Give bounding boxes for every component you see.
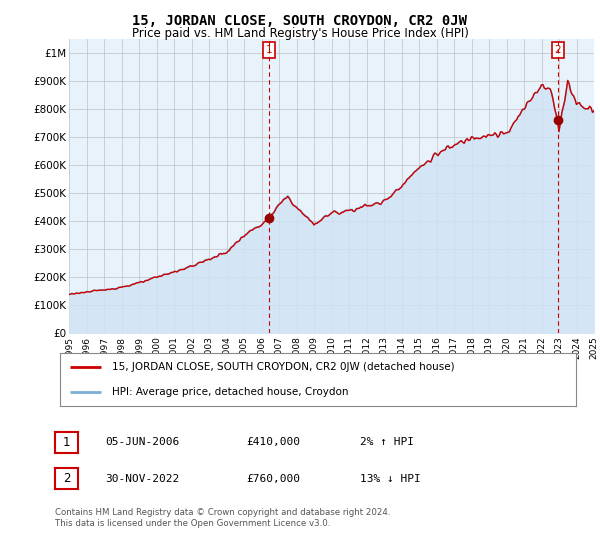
Text: 05-JUN-2006: 05-JUN-2006 [105, 437, 179, 447]
Text: Contains HM Land Registry data © Crown copyright and database right 2024.
This d: Contains HM Land Registry data © Crown c… [55, 508, 391, 528]
Text: 30-NOV-2022: 30-NOV-2022 [105, 474, 179, 484]
Text: 1: 1 [266, 45, 272, 55]
Text: 13% ↓ HPI: 13% ↓ HPI [360, 474, 421, 484]
Text: £410,000: £410,000 [246, 437, 300, 447]
Text: 2: 2 [554, 45, 561, 55]
Text: 1: 1 [63, 436, 70, 449]
Text: HPI: Average price, detached house, Croydon: HPI: Average price, detached house, Croy… [112, 386, 348, 396]
Text: 15, JORDAN CLOSE, SOUTH CROYDON, CR2 0JW (detached house): 15, JORDAN CLOSE, SOUTH CROYDON, CR2 0JW… [112, 362, 454, 372]
Text: 2: 2 [63, 472, 70, 486]
Text: Price paid vs. HM Land Registry's House Price Index (HPI): Price paid vs. HM Land Registry's House … [131, 27, 469, 40]
Text: 2% ↑ HPI: 2% ↑ HPI [360, 437, 414, 447]
Text: £760,000: £760,000 [246, 474, 300, 484]
Text: 15, JORDAN CLOSE, SOUTH CROYDON, CR2 0JW: 15, JORDAN CLOSE, SOUTH CROYDON, CR2 0JW [133, 14, 467, 28]
